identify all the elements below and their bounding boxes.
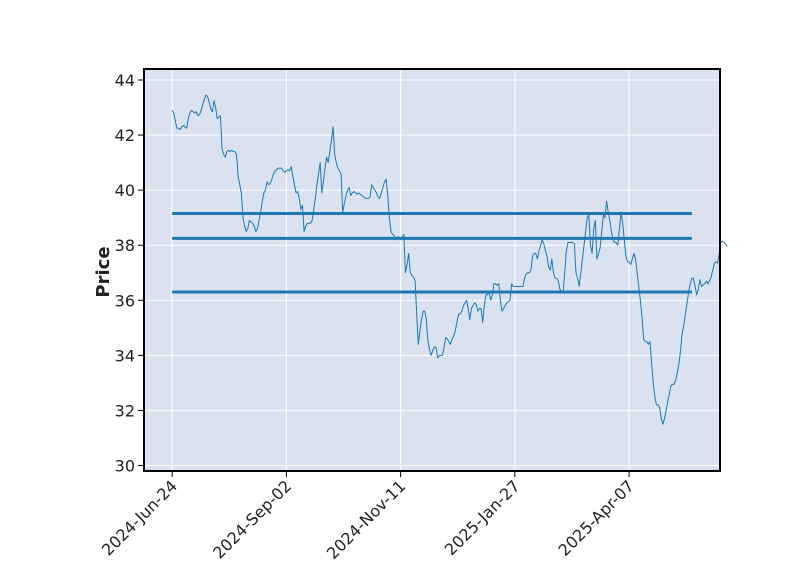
x-axis: 2024-Jun-24 2024-Sep-02 2024-Nov-11 2025-Ja… (98, 471, 638, 563)
y-tick-label: 30 (115, 456, 135, 475)
x-tick-label: 2024-Nov-11 (323, 476, 410, 563)
x-tick-label: 2025-Jan-27 (441, 476, 524, 559)
y-tick-label: 44 (115, 71, 135, 90)
x-tick-label: 2025-Apr-07 (555, 476, 638, 559)
y-tick-label: 32 (115, 401, 135, 420)
y-axis: 30 32 34 36 38 40 42 44 (115, 71, 144, 475)
y-tick-label: 38 (115, 236, 135, 255)
series-layer (171, 94, 728, 425)
x-tick-label: 2024-Jun-24 (98, 476, 181, 559)
y-axis-label: Price (93, 246, 114, 297)
y-tick-label: 34 (115, 346, 135, 365)
y-tick-label: 36 (115, 291, 135, 310)
price-line (171, 94, 728, 425)
y-tick-label: 42 (115, 126, 135, 145)
plot-background (144, 69, 720, 471)
x-tick-label: 2024-Sep-02 (209, 476, 295, 562)
y-tick-label: 40 (115, 181, 135, 200)
grid (144, 69, 720, 471)
plot-frame (143, 68, 721, 472)
